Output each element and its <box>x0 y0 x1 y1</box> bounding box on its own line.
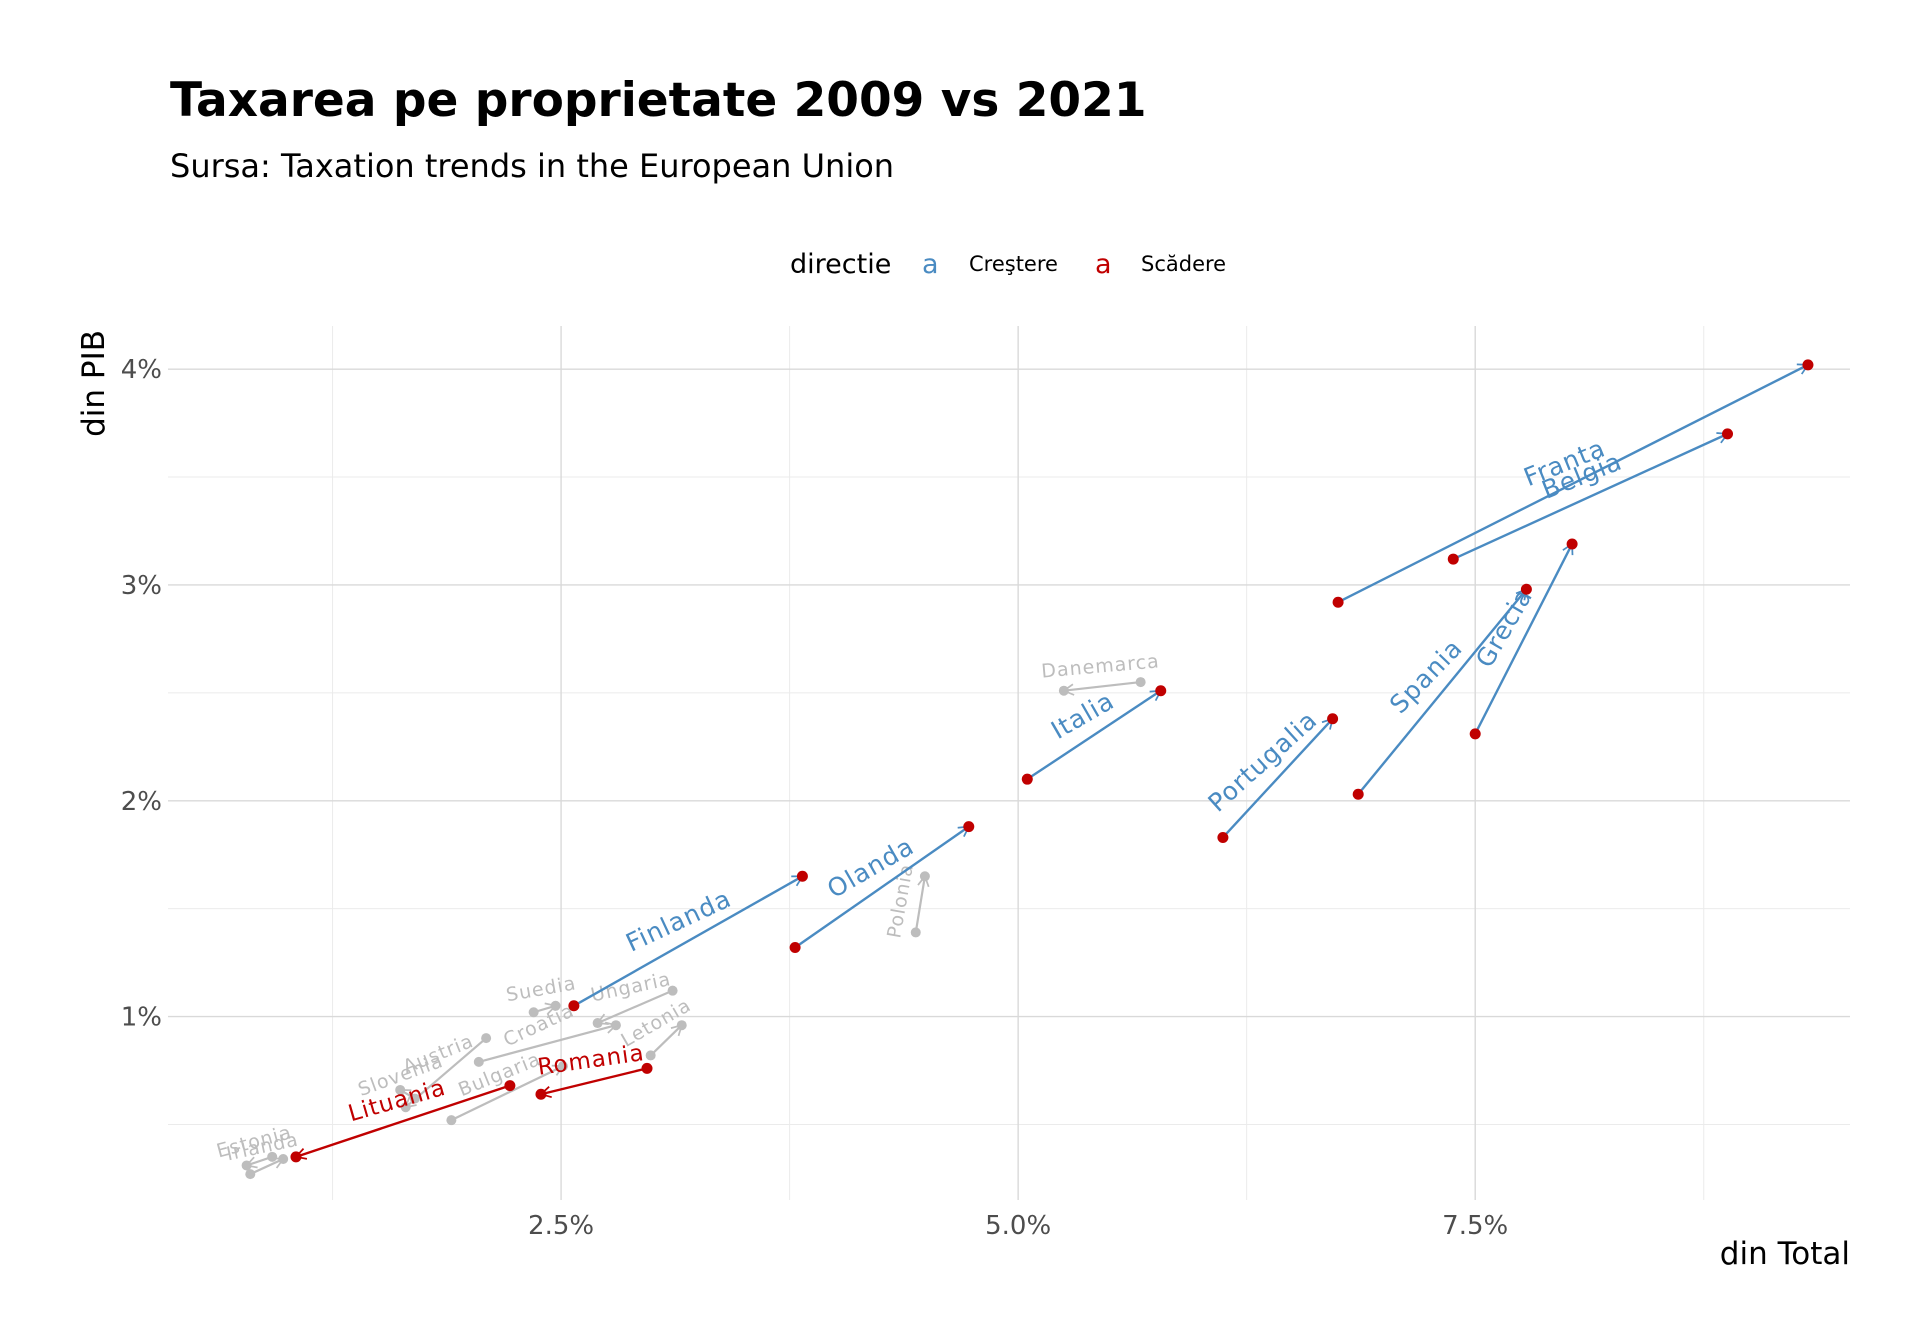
point-2009-finlanda <box>568 1000 580 1012</box>
arrow-spania <box>1357 587 1528 796</box>
arrow-croatia <box>478 1021 618 1063</box>
point-2009-suedia <box>528 1007 539 1018</box>
arrow-finlanda <box>573 875 804 1007</box>
legend-label-crestere: Creştere <box>969 252 1058 276</box>
x-tick-label: 7.5% <box>1442 1211 1508 1241</box>
grid <box>168 326 1850 1200</box>
arrow-portugalia <box>1222 717 1334 839</box>
chart-subtitle: Sursa: Taxation trends in the European U… <box>170 147 894 185</box>
point-2021-franta <box>1802 359 1814 371</box>
arrow-belgia <box>1452 432 1730 561</box>
arrow-danemarca <box>1062 680 1141 696</box>
point-2021-estonia <box>241 1160 252 1171</box>
point-2021-slovenia <box>395 1084 406 1095</box>
point-2009-irlanda <box>245 1169 256 1180</box>
point-2021-polonia <box>919 871 930 882</box>
arrow-ungaria <box>596 989 674 1026</box>
point-2021-lituania <box>290 1151 302 1163</box>
arrow-italia <box>1026 689 1163 781</box>
point-2021-bulgaria <box>557 1061 568 1072</box>
point-2021-suedia <box>550 1000 561 1011</box>
arrow-lituania <box>294 1084 511 1160</box>
point-2021-irlanda <box>278 1153 289 1164</box>
x-tick-label: 2.5% <box>528 1211 594 1241</box>
point-2021-romania <box>535 1088 547 1100</box>
point-2021-olanda <box>963 821 975 833</box>
label-italia: Italia <box>1046 686 1119 745</box>
point-2009-bulgaria <box>446 1115 457 1126</box>
point-2009-franta <box>1332 596 1344 608</box>
point-2009-romania <box>641 1062 653 1074</box>
arrow-grecia <box>1474 542 1574 735</box>
arrow-franta <box>1337 363 1810 604</box>
point-2009-slovenia <box>409 1093 420 1104</box>
label-croatia: Croatia <box>500 1000 578 1052</box>
point-2009-polonia <box>910 927 921 938</box>
point-2009-olanda <box>789 942 801 954</box>
x-tick-label: 5.0% <box>985 1211 1051 1241</box>
y-axis-title: din PIB <box>76 330 112 437</box>
label-romania: Romania <box>536 1040 646 1081</box>
y-tick-label: 3% <box>121 571 162 601</box>
point-2021-finlanda <box>796 870 808 882</box>
arrow-romania <box>539 1067 648 1099</box>
point-2021-austria <box>400 1102 411 1113</box>
point-2009-letonia <box>645 1050 656 1061</box>
point-2021-grecia <box>1566 538 1578 550</box>
legend-label-scadere: Scădere <box>1141 252 1226 276</box>
point-2009-grecia <box>1469 728 1481 740</box>
arrow-austria <box>404 1037 487 1109</box>
point-2009-danemarca <box>1135 677 1146 688</box>
point-2021-letonia <box>676 1020 687 1031</box>
legend-title: directie <box>790 249 891 280</box>
arrow-olanda <box>794 825 971 949</box>
axis-ticks: 2.5% 5.0% 7.5% 1% 2% 3% 4% <box>121 355 1508 1241</box>
point-2021-ungaria <box>592 1018 603 1029</box>
point-2009-belgia <box>1447 553 1459 565</box>
arrow-irlanda <box>249 1157 285 1176</box>
point-2009-italia <box>1021 773 1033 785</box>
chart-title: Taxarea pe proprietate 2009 vs 2021 <box>170 73 1147 128</box>
point-2021-belgia <box>1722 428 1734 440</box>
arrow-polonia <box>914 874 930 933</box>
point-2009-portugalia <box>1217 831 1229 843</box>
legend: directie a Creştere a Scădere <box>790 249 1226 280</box>
point-2009-spania <box>1352 788 1364 800</box>
legend-key-scadere: a <box>1095 249 1112 280</box>
arrow-letonia <box>649 1023 684 1057</box>
point-2009-ungaria <box>667 985 678 996</box>
point-2021-portugalia <box>1327 713 1339 725</box>
y-tick-label: 4% <box>121 355 162 385</box>
point-2021-spania <box>1520 583 1532 595</box>
point-2009-lituania <box>504 1080 516 1092</box>
point-2009-croatia <box>473 1056 484 1067</box>
point-2021-croatia <box>610 1020 621 1031</box>
y-tick-label: 1% <box>121 1003 162 1033</box>
legend-key-crestere: a <box>922 249 939 280</box>
y-tick-label: 2% <box>121 787 162 817</box>
point-2021-italia <box>1155 685 1167 697</box>
point-2021-danemarca <box>1058 685 1069 696</box>
arrow-bulgaria <box>450 1064 565 1122</box>
x-axis-title: din Total <box>1720 1236 1850 1272</box>
point-2009-austria <box>481 1033 492 1044</box>
